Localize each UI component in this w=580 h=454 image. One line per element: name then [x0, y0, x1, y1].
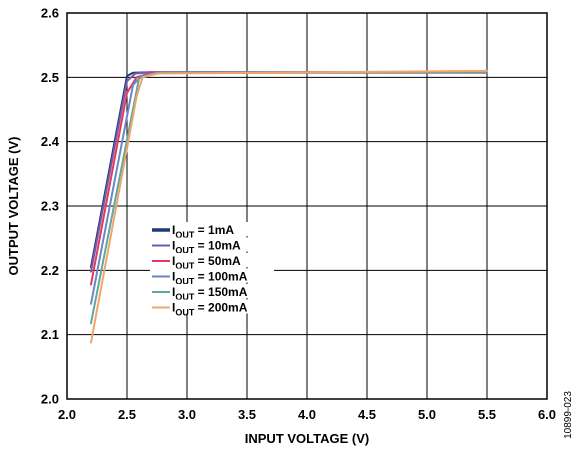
tick-labels: 2.0 2.5 3.0 3.5 4.0 4.5 5.0 5.5 6.0 2.6 2.5 2.4 2.3 2… [41, 6, 556, 423]
y-tick-label: 2.3 [41, 199, 59, 214]
x-tick-label: 3.5 [238, 407, 256, 422]
x-tick-label: 3.0 [178, 407, 196, 422]
legend-label-2: IOUT = 10mA [172, 239, 241, 256]
series-line-6 [90, 69, 488, 344]
y-tick-label: 2.1 [41, 327, 59, 342]
y-axis-title: OUTPUT VOLTAGE (V) [6, 137, 21, 276]
x-axis-title: INPUT VOLTAGE (V) [245, 431, 369, 446]
y-tick-label: 2.4 [41, 134, 60, 149]
series-line-3 [90, 71, 488, 286]
y-tick-label: 2.2 [41, 263, 59, 278]
y-tick-label: 2.6 [41, 6, 59, 21]
plot-frame [66, 12, 548, 400]
series-lines [90, 69, 488, 344]
figure-id: 10899-023 [563, 391, 574, 439]
legend-bg [150, 268, 274, 283]
x-tick-label: 4.5 [358, 407, 376, 422]
x-tick-label: 6.0 [538, 407, 556, 422]
grid [66, 12, 548, 400]
x-tick-label: 5.5 [478, 407, 496, 422]
x-tick-label: 2.5 [118, 407, 136, 422]
legend-bg [150, 222, 274, 236]
legend-label-1: IOUT = 1mA [172, 223, 234, 240]
legend-label-3: IOUT = 50mA [172, 254, 241, 271]
y-tick-label: 2.5 [41, 70, 59, 85]
x-tick-label: 2.0 [58, 407, 76, 422]
y-tick-label: 2.0 [41, 392, 59, 407]
legend-label-6: IOUT = 200mA [172, 301, 248, 318]
x-tick-label: 4.0 [298, 407, 316, 422]
x-tick-label: 5.0 [418, 407, 436, 422]
legend-bg [150, 237, 274, 252]
legend-bg [150, 299, 274, 314]
legend-label-5: IOUT = 150mA [172, 285, 248, 302]
legend-bg [150, 253, 274, 267]
legend-bg [150, 284, 274, 298]
legend-label-4: IOUT = 100mA [172, 270, 248, 287]
